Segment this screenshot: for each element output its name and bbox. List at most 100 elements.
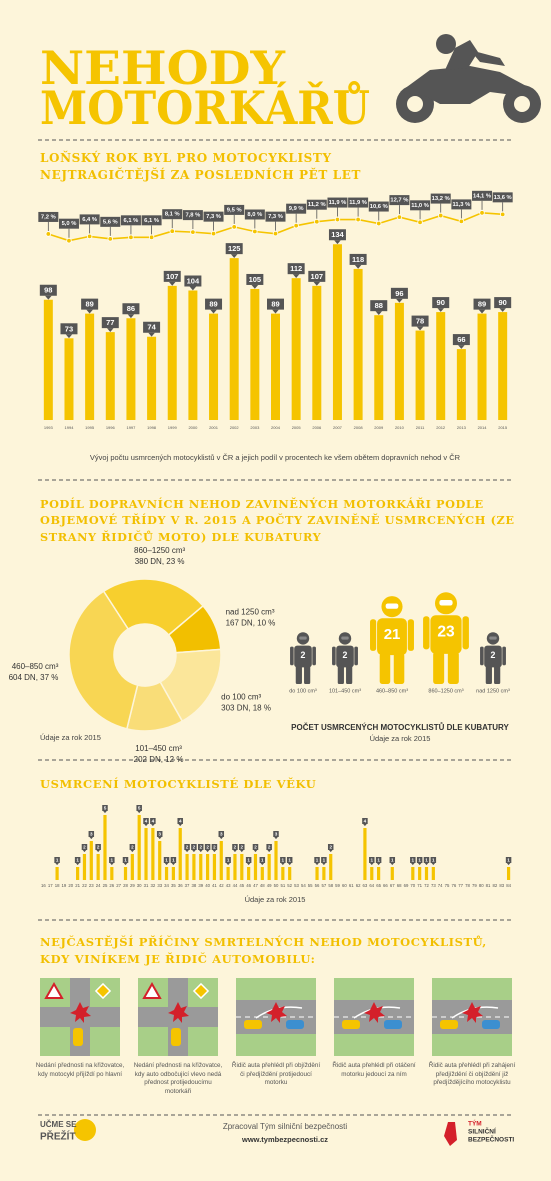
slice-value-label: 380 DN, 23 % (135, 557, 185, 566)
value-label: 3 (158, 832, 161, 837)
arm (423, 616, 430, 650)
x-tick-label: 75 (445, 883, 450, 888)
value-label: 3 (90, 832, 93, 837)
label-pointer (499, 308, 506, 312)
value-label-box (136, 805, 142, 811)
value-label-box (280, 857, 286, 863)
x-tick-label: 2010 (395, 425, 405, 430)
slice-label: 101–450 cm³ (135, 744, 182, 753)
leg (447, 651, 459, 684)
value-label-box (39, 284, 57, 296)
x-tick-label: 16 (41, 883, 46, 888)
line-point (107, 236, 113, 242)
label-pointer (287, 863, 292, 866)
x-tick-label: 50 (274, 883, 279, 888)
value-label-box (225, 243, 243, 255)
value-label: 77 (106, 318, 114, 327)
sign (142, 981, 162, 999)
x-tick-label: 2013 (457, 425, 467, 430)
value-label: 7,3 % (206, 214, 221, 220)
value-label-box (129, 844, 136, 850)
value-label: 1 (507, 858, 510, 863)
line-point (128, 234, 134, 241)
value-label-box (163, 270, 181, 282)
pie-slice (102, 578, 205, 637)
value-label: 1 (124, 858, 127, 863)
value-label: 1 (391, 858, 394, 863)
bar (394, 302, 404, 420)
value-label-box (245, 857, 252, 863)
value-label-box (246, 273, 264, 285)
bar (431, 867, 435, 880)
value-label-box (273, 831, 279, 837)
crash (70, 1002, 91, 1023)
label-pointer (369, 863, 374, 866)
line-point (148, 234, 155, 241)
label-pointer (192, 850, 196, 853)
x-tick-label: 83 (499, 883, 504, 888)
label-pointer (110, 863, 114, 866)
bar (498, 312, 508, 420)
cause-illustration (138, 978, 218, 1056)
section-title: USMRCENÍ MOTOCYKLISTÉ DLE VĚKU (40, 777, 317, 791)
slice-value-label: 202 DN, 12 % (134, 755, 184, 764)
value-label-box (348, 197, 369, 208)
value-label: 5,0 % (62, 221, 77, 227)
url: www.tymbezpecnosti.cz (241, 1135, 328, 1144)
x-tick-label: 46 (246, 883, 251, 888)
value-label-box (452, 334, 470, 346)
bar (477, 313, 487, 420)
bar (185, 854, 189, 880)
value-label: 1 (288, 858, 291, 863)
x-tick-label: 2000 (188, 425, 198, 430)
value-label-box (54, 857, 60, 863)
x-tick-label: 26 (109, 883, 114, 888)
label-pointer (123, 863, 128, 866)
chart-caption: Vývoj počtu usmrcených motocyklistů v ČR… (90, 453, 461, 462)
car (342, 1020, 360, 1029)
x-tick-label: 65 (376, 883, 381, 888)
value-label-box (204, 844, 211, 850)
value-label-box (122, 303, 140, 315)
leg (494, 665, 501, 684)
bar (274, 841, 278, 880)
pictogram-label: 101–450 cm³ (329, 688, 361, 694)
label-pointer (322, 863, 326, 866)
slice-label: 860–1250 cm³ (134, 546, 185, 555)
x-tick-label: 82 (493, 883, 498, 888)
value-label: 1 (377, 858, 380, 863)
pictogram-label: 860–1250 cm³ (428, 688, 463, 694)
bar (89, 841, 93, 880)
value-label: 104 (187, 276, 200, 285)
label-pointer (168, 281, 176, 286)
slice-label: 460–850 cm³ (12, 662, 59, 671)
x-tick-label: 29 (130, 883, 135, 888)
value-label-box (389, 857, 396, 863)
value-label-box (370, 300, 388, 312)
x-tick-label: 53 (294, 883, 299, 888)
value-label: 134 (331, 230, 344, 239)
bar (332, 244, 342, 420)
value-label-box (74, 857, 81, 863)
label-pointer (411, 863, 415, 866)
logo-text: UČME SE (40, 1120, 77, 1129)
value-label-box (252, 844, 259, 850)
line-point (376, 220, 382, 227)
label-pointer (363, 824, 367, 827)
value-label-box (81, 298, 99, 310)
cause-illustration (40, 978, 120, 1056)
label-pointer (198, 850, 203, 853)
label-pointer (151, 824, 155, 827)
value-label: 2 (186, 845, 189, 850)
rider-figure: 21 (370, 596, 414, 684)
bar (456, 349, 466, 420)
x-tick-label: 39 (198, 883, 203, 888)
arm (354, 646, 358, 666)
bar (76, 867, 80, 880)
pictogram-body (336, 645, 354, 668)
value-label-box (150, 818, 156, 824)
value-label: 1 (316, 858, 319, 863)
car (286, 1020, 304, 1029)
bar (167, 285, 177, 420)
value-label: 86 (127, 304, 135, 313)
